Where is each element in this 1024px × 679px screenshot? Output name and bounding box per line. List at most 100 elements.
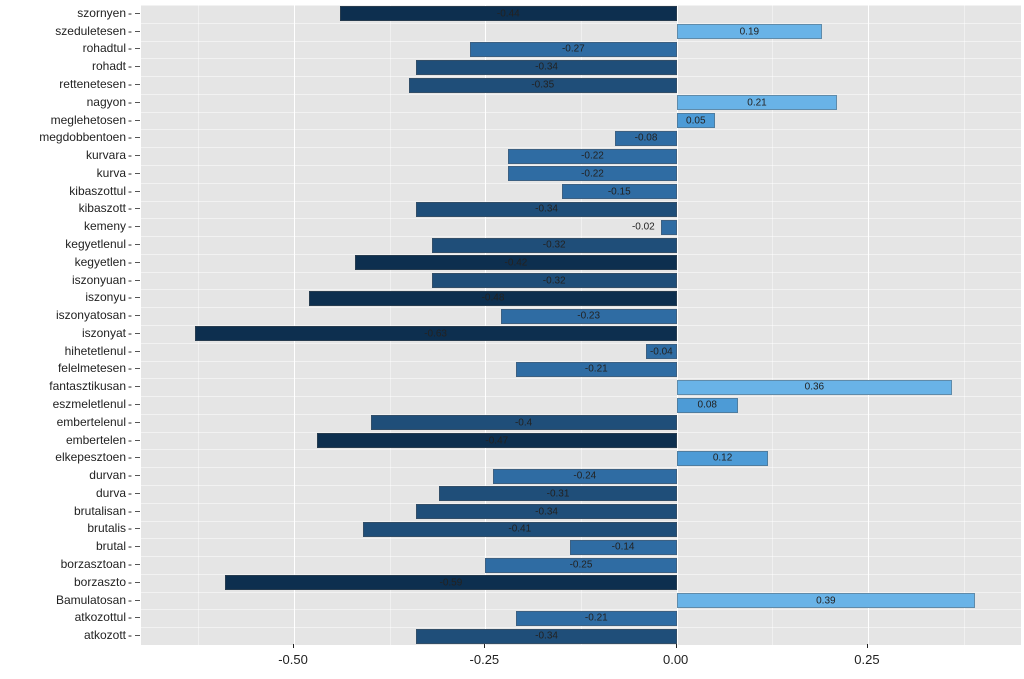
y-tick xyxy=(135,457,140,458)
bar-brutalisan xyxy=(416,504,676,519)
category-tick-dash: - xyxy=(128,219,132,233)
y-tick xyxy=(135,600,140,601)
category-tick-dash: - xyxy=(128,184,132,198)
bar-szeduletesen xyxy=(677,24,822,39)
x-tick xyxy=(484,644,485,648)
bar-durva xyxy=(439,486,676,501)
category-tick-dash: - xyxy=(128,77,132,91)
gridline-h xyxy=(141,449,1021,450)
category-label: megdobbentoen xyxy=(0,130,126,144)
category-label: eszmeletlenul xyxy=(0,397,126,411)
bar-kemeny xyxy=(661,220,676,235)
bar-atkozott xyxy=(416,629,676,644)
gridline-h xyxy=(141,112,1021,113)
bar-szornyen xyxy=(340,6,677,21)
diverging-bar-chart: -0.440.19-0.27-0.34-0.350.210.05-0.08-0.… xyxy=(140,4,1022,646)
bar-megdobbentoen xyxy=(615,131,676,146)
category-tick-dash: - xyxy=(128,379,132,393)
bar-kegyetlen xyxy=(355,255,676,270)
y-tick xyxy=(135,137,140,138)
category-label: szeduletesen xyxy=(0,24,126,38)
category-label: borzaszto xyxy=(0,575,126,589)
bar-iszonyuan xyxy=(432,273,677,288)
category-tick-dash: - xyxy=(128,237,132,251)
category-tick-dash: - xyxy=(128,308,132,322)
category-tick-dash: - xyxy=(128,397,132,411)
y-tick xyxy=(135,528,140,529)
y-tick xyxy=(135,280,140,281)
y-tick xyxy=(135,84,140,85)
y-tick xyxy=(135,102,140,103)
y-tick xyxy=(135,244,140,245)
gridline-h xyxy=(141,396,1021,397)
category-label: felelmetesen xyxy=(0,361,126,375)
y-tick xyxy=(135,173,140,174)
y-tick xyxy=(135,120,140,121)
category-label: kegyetlen xyxy=(0,255,126,269)
category-tick-dash: - xyxy=(128,59,132,73)
category-tick-dash: - xyxy=(128,166,132,180)
gridline-h xyxy=(141,218,1021,219)
x-tick-label: -0.25 xyxy=(470,652,500,667)
category-label: iszonyatosan xyxy=(0,308,126,322)
bar-borzasztoan xyxy=(485,558,676,573)
y-tick xyxy=(135,404,140,405)
bar-Bamulatosan xyxy=(677,593,975,608)
category-tick-dash: - xyxy=(128,41,132,55)
y-tick xyxy=(135,440,140,441)
category-label: kemeny xyxy=(0,219,126,233)
category-tick-dash: - xyxy=(128,415,132,429)
bar-rohadtul xyxy=(470,42,677,57)
y-tick xyxy=(135,493,140,494)
category-label: iszonyuan xyxy=(0,273,126,287)
gridline-h xyxy=(141,94,1021,95)
x-tick xyxy=(867,644,868,648)
x-tick-label: 0.25 xyxy=(854,652,879,667)
category-tick-dash: - xyxy=(128,6,132,20)
category-tick-dash: - xyxy=(128,575,132,589)
y-tick xyxy=(135,262,140,263)
category-tick-dash: - xyxy=(128,557,132,571)
y-tick xyxy=(135,333,140,334)
category-label: durvan xyxy=(0,468,126,482)
category-tick-dash: - xyxy=(128,628,132,642)
category-label: atkozott xyxy=(0,628,126,642)
y-tick xyxy=(135,31,140,32)
bar-iszonyat xyxy=(195,326,677,341)
x-tick-label: 0.00 xyxy=(663,652,688,667)
category-tick-dash: - xyxy=(128,344,132,358)
x-tick xyxy=(293,644,294,648)
category-label: rohadtul xyxy=(0,41,126,55)
y-tick xyxy=(135,368,140,369)
category-tick-dash: - xyxy=(128,504,132,518)
category-label: brutalisan xyxy=(0,504,126,518)
category-label: rettenetesen xyxy=(0,77,126,91)
y-tick xyxy=(135,422,140,423)
bar-kegyetlenul xyxy=(432,238,677,253)
y-tick xyxy=(135,564,140,565)
category-tick-dash: - xyxy=(128,486,132,500)
category-label: kibaszott xyxy=(0,201,126,215)
bar-value-label: -0.02 xyxy=(632,222,655,233)
y-tick xyxy=(135,66,140,67)
category-tick-dash: - xyxy=(128,130,132,144)
bar-kibaszott xyxy=(416,202,676,217)
category-tick-dash: - xyxy=(128,326,132,340)
bar-embertelen xyxy=(317,433,677,448)
y-tick xyxy=(135,48,140,49)
y-tick xyxy=(135,226,140,227)
y-tick xyxy=(135,386,140,387)
category-label: elkepesztoen xyxy=(0,450,126,464)
gridline-h xyxy=(141,343,1021,344)
category-label: szornyen xyxy=(0,6,126,20)
category-label: rohadt xyxy=(0,59,126,73)
bar-kurva xyxy=(508,166,676,181)
category-tick-dash: - xyxy=(128,610,132,624)
bar-borzaszto xyxy=(225,575,676,590)
bar-iszonyatosan xyxy=(501,309,677,324)
category-label: brutalis xyxy=(0,521,126,535)
bar-brutal xyxy=(570,540,677,555)
category-tick-dash: - xyxy=(128,95,132,109)
bar-atkozottul xyxy=(516,611,677,626)
gridline-h xyxy=(141,129,1021,130)
